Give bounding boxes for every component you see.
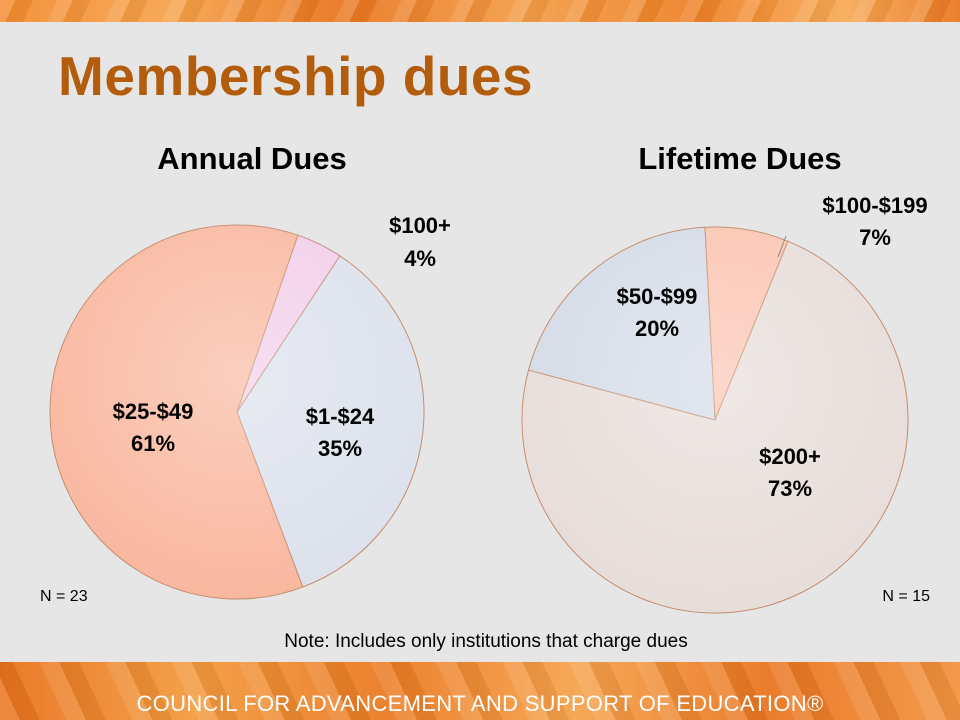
slice-label-name: $25-$49 xyxy=(113,399,194,424)
slice-label-name: $100-$199 xyxy=(822,193,927,218)
lifetime-label-200plus: $200+ 73% xyxy=(759,444,821,501)
slide-title: Membership dues xyxy=(58,45,534,107)
slice-label-percent: 4% xyxy=(404,246,436,271)
slice-label-name: $50-$99 xyxy=(617,284,698,309)
annual-dues-pie xyxy=(49,224,425,600)
leader-line xyxy=(777,235,787,258)
lifetime-dues-pie xyxy=(521,226,909,614)
footnote: Note: Includes only institutions that ch… xyxy=(284,631,688,652)
annual-dues-title: Annual Dues xyxy=(157,141,346,176)
annual-dues-chart: Annual Dues $100+ 4% $1-$24 35% $25-$49 … xyxy=(40,141,451,605)
annual-label-100plus: $100+ 4% xyxy=(389,213,451,271)
organization-name: COUNCIL FOR ADVANCEMENT AND SUPPORT OF E… xyxy=(136,691,824,716)
slice-label-name: $1-$24 xyxy=(306,404,375,429)
annual-sample-size: N = 23 xyxy=(40,588,88,605)
lifetime-label-50-99: $50-$99 20% xyxy=(617,284,698,341)
slice-label-percent: 35% xyxy=(318,436,362,461)
slice-label-percent: 7% xyxy=(859,225,891,250)
annual-label-25-49: $25-$49 61% xyxy=(113,399,194,456)
top-decorative-band xyxy=(0,0,960,22)
lifetime-label-100-199: $100-$199 7% xyxy=(822,193,927,250)
lifetime-dues-title: Lifetime Dues xyxy=(638,141,841,176)
pie-highlight xyxy=(522,227,908,613)
slice-label-name: $200+ xyxy=(759,444,821,469)
annual-label-1-24: $1-$24 35% xyxy=(306,404,375,461)
slice-label-percent: 61% xyxy=(131,431,175,456)
bottom-decorative-band: COUNCIL FOR ADVANCEMENT AND SUPPORT OF E… xyxy=(0,662,960,720)
slice-label-name: $100+ xyxy=(389,213,451,238)
lifetime-sample-size: N = 15 xyxy=(882,588,930,605)
pie-highlight xyxy=(50,225,424,599)
slice-label-percent: 73% xyxy=(768,476,812,501)
slice-label-percent: 20% xyxy=(635,316,679,341)
lifetime-dues-chart: Lifetime Dues $100-$199 7% $200+ 73% $50… xyxy=(521,141,930,614)
